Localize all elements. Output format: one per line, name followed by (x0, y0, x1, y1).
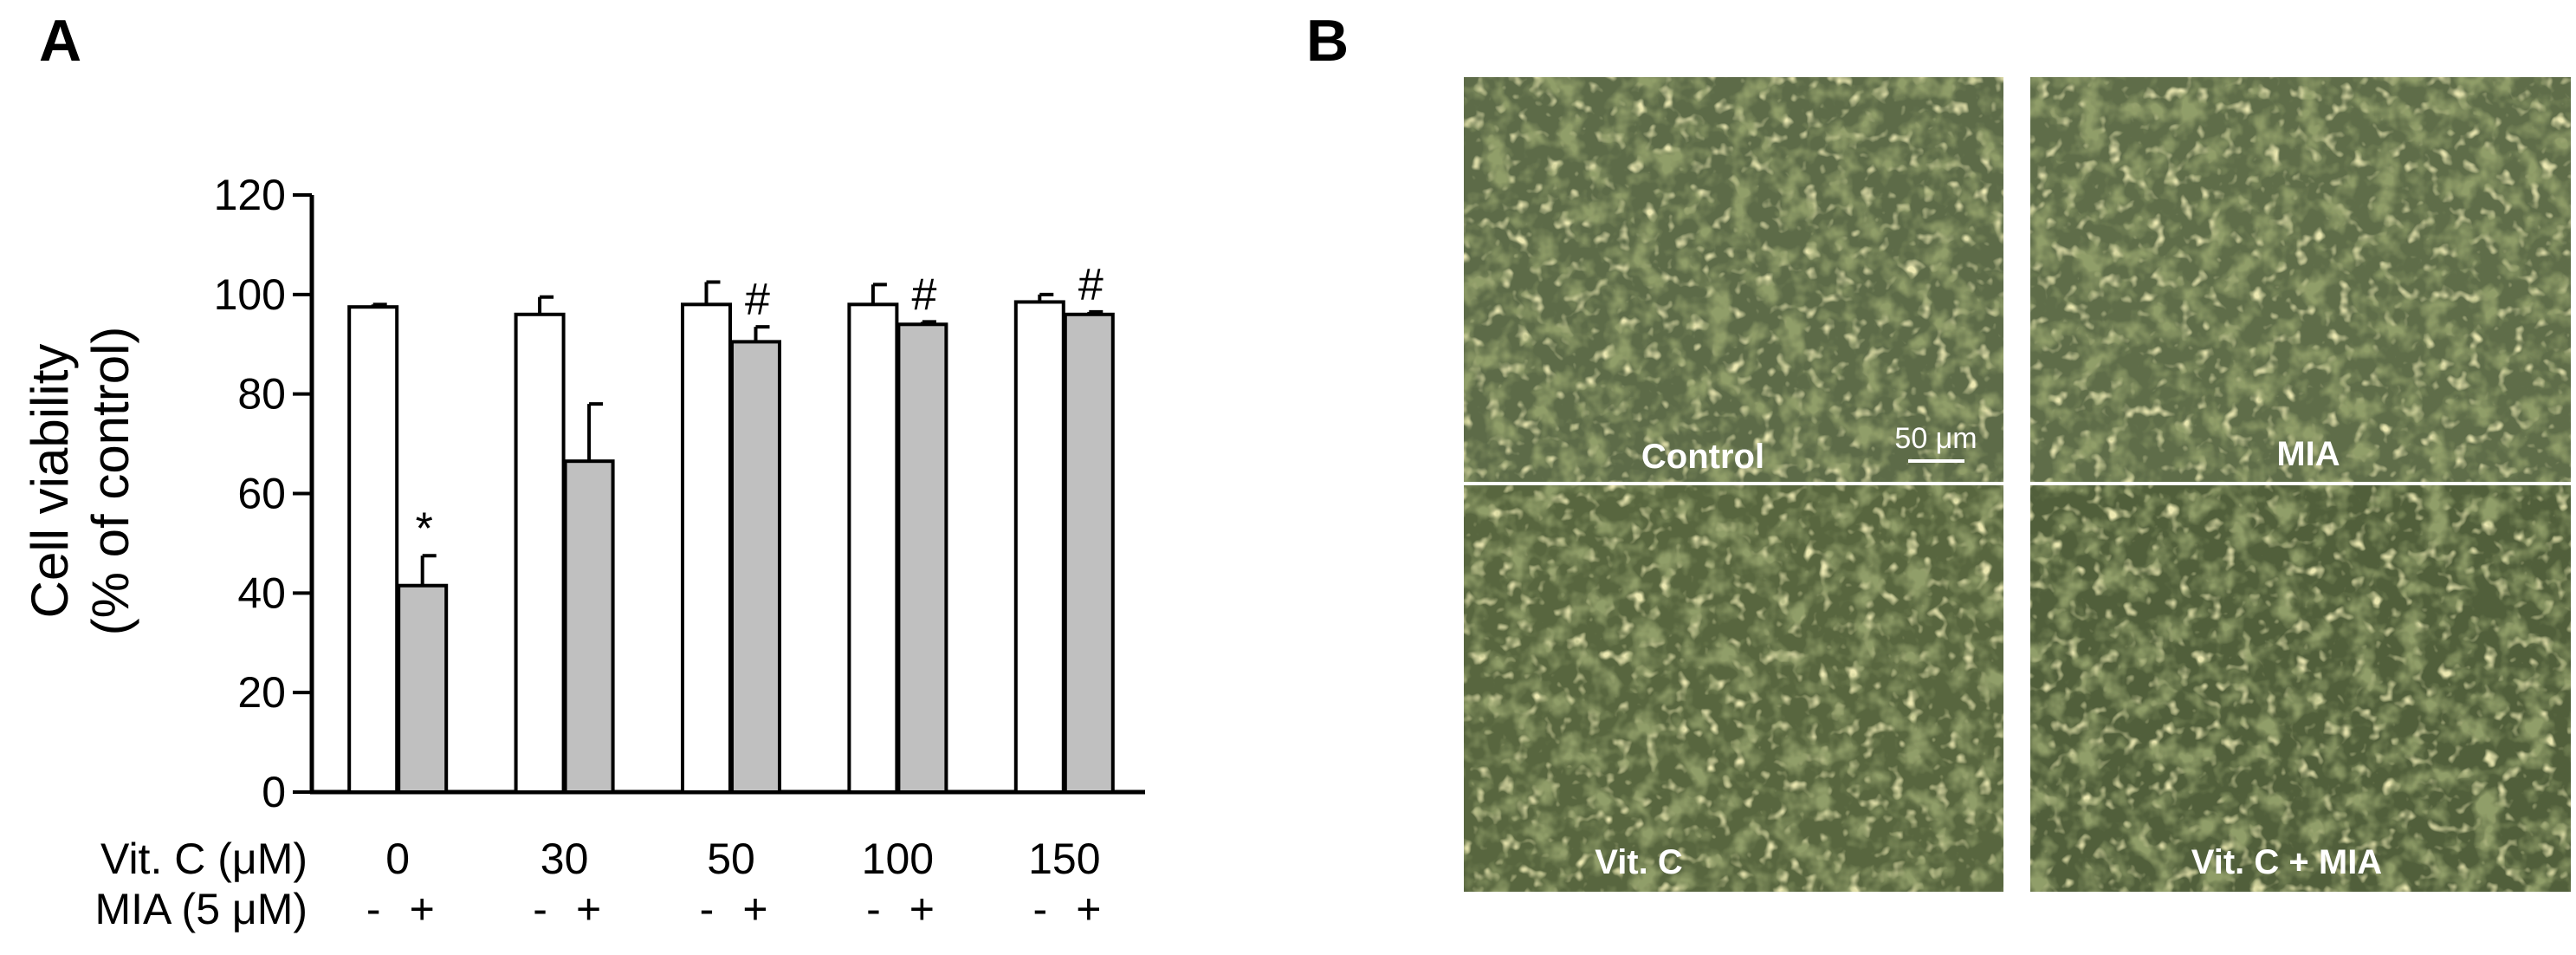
micrograph-control: Control 50 μm (1464, 77, 2003, 482)
bar (847, 302, 899, 795)
bar (514, 312, 566, 794)
y-tick-label: 60 (237, 470, 286, 518)
mia-plus-label: + (742, 885, 767, 933)
mia-plus-label: + (410, 885, 435, 933)
x-category-label: 0 (385, 835, 410, 883)
bar (563, 459, 615, 794)
mia-minus-label: - (533, 885, 547, 933)
mia-minus-label: - (866, 885, 881, 933)
x-category-label: 100 (862, 835, 934, 883)
significance-marker: # (745, 275, 770, 325)
significance-marker: # (911, 270, 936, 320)
bar (1013, 300, 1065, 794)
mia-minus-label: - (366, 885, 381, 933)
mia-plus-label: + (576, 885, 601, 933)
micrograph-label-vitc: Vit. C (1595, 843, 1683, 881)
bar (347, 305, 399, 794)
y-tick-label: 120 (214, 171, 286, 219)
panel-a-letter: A (39, 8, 81, 74)
significance-marker: * (416, 503, 433, 554)
micrograph-label-control: Control (1641, 438, 1764, 476)
x-axis-labels: 0- +30- +50- +100- +150- + (366, 835, 1102, 933)
micrograph-vitc: Vit. C (1464, 485, 2003, 892)
cell-viability-chart: Cell viability (% of control) 0 20 40 60 80 1… (21, 171, 1145, 933)
y-axis-label-line1: Cell viability (21, 344, 79, 619)
mia-plus-label: + (909, 885, 935, 933)
micrograph-label-vitc-mia: Vit. C + MIA (2191, 843, 2382, 881)
y-tick-label: 100 (214, 270, 286, 319)
micrograph-label-mia: MIA (2276, 435, 2340, 473)
bar (1063, 312, 1115, 794)
y-tick-label: 40 (237, 568, 286, 617)
y-axis-label-line2: (% of control) (81, 327, 139, 636)
y-tick-label: 20 (237, 668, 286, 717)
micrograph-mia: MIA (2030, 77, 2571, 482)
mia-minus-label: - (1032, 885, 1047, 933)
significance-marker: # (1078, 260, 1104, 310)
mia-plus-label: + (1076, 885, 1101, 933)
bars: * # # # (347, 260, 1115, 795)
panel-b-letter: B (1306, 8, 1349, 74)
micrograph-grid: Control 50 μm MIA Vit. C Vit. C + MIA (1464, 77, 2571, 892)
x-category-label: 150 (1028, 835, 1100, 883)
scale-bar-label: 50 μm (1894, 422, 1977, 455)
y-tick-label: 80 (237, 370, 286, 419)
x-category-label: 50 (707, 835, 755, 883)
axes: 0 20 40 60 80 100 120 (214, 171, 1145, 816)
x-row-label-mia: MIA (5 μM) (95, 885, 307, 933)
y-tick-label: 0 (262, 768, 286, 816)
bar (896, 322, 948, 794)
bar (730, 340, 781, 795)
bar (397, 583, 449, 794)
bar (681, 302, 732, 795)
mia-minus-label: - (700, 885, 715, 933)
x-row-label-vitc: Vit. C (μM) (100, 835, 307, 883)
x-category-label: 30 (540, 835, 589, 883)
micrograph-vitc-mia: Vit. C + MIA (2030, 485, 2571, 892)
